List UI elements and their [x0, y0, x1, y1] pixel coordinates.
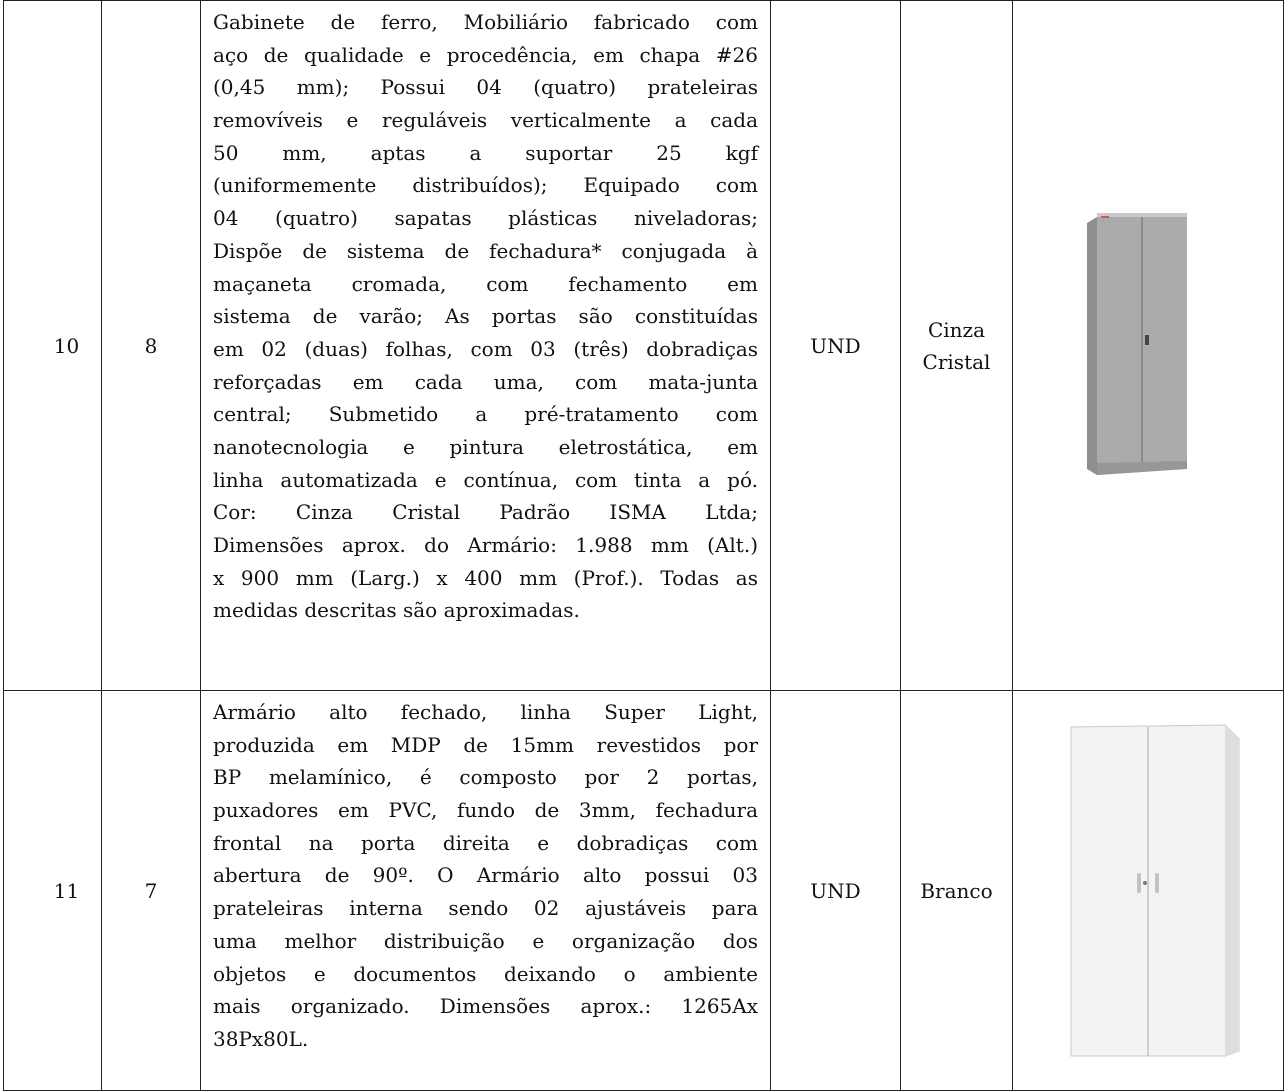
description-line: (0,45 mm); Possui 04 (quatro) prateleira… — [213, 75, 758, 100]
description-line: reforçadas em cada uma, com mata-junta — [213, 369, 758, 394]
description-line: objetos e documentos deixando o ambiente — [213, 961, 758, 986]
unit-cell: UND — [770, 0, 901, 691]
description-line: abertura de 90º. O Armário alto possui 0… — [213, 863, 758, 888]
description-line: central; Submetido a pré-tratamento com — [213, 402, 758, 427]
description-line: x 900 mm (Larg.) x 400 mm (Prof.). Todas… — [213, 565, 758, 590]
description-line: 38Px80L. — [213, 1026, 309, 1051]
description-line: Cor: Cinza Cristal Padrão ISMA Ltda; — [213, 500, 758, 525]
image-cell — [1012, 690, 1284, 1091]
description-line: sistema de varão; As portas são constitu… — [213, 304, 758, 329]
product-table: 10 8 Gabinete de ferro, Mobiliário fabri… — [3, 0, 1284, 1091]
table-row: 11 7 Armário alto fechado, linha Super L… — [3, 690, 1284, 1091]
description-line: Dispõe de sistema de fechadura* conjugad… — [213, 238, 758, 263]
description-line: puxadores em PVC, fundo de 3mm, fechadur… — [213, 798, 758, 823]
description-line: removíveis e reguláveis verticalmente a … — [213, 108, 758, 133]
description-line: linha automatizada e contínua, com tinta… — [213, 467, 758, 492]
description-line: nanotecnologia e pintura eletrostática, … — [213, 434, 758, 459]
description-line: BP melamínico, é composto por 2 portas, — [213, 765, 758, 790]
quantity-cell: 7 — [101, 690, 201, 1091]
description-line: frontal na porta direita e dobradiças co… — [213, 830, 758, 855]
description-line: (uniformemente distribuídos); Equipado c… — [213, 173, 758, 198]
description-cell: Armário alto fechado, linha Super Light,… — [200, 690, 771, 1091]
description-line: mais organizado. Dimensões aprox.: 1265A… — [213, 994, 758, 1019]
color-cell: Branco — [900, 690, 1013, 1091]
description-cell: Gabinete de ferro, Mobiliário fabricado … — [200, 0, 771, 691]
steel-cabinet-image — [1087, 212, 1187, 475]
description-line: prateleiras interna sendo 02 ajustáveis … — [213, 896, 758, 921]
description-line: maçaneta cromada, com fechamento em — [213, 271, 758, 296]
color-cell: Cinza Cristal — [900, 0, 1013, 691]
description-line: Gabinete de ferro, Mobiliário fabricado … — [213, 10, 758, 34]
item-cell: 11 — [3, 690, 102, 1091]
image-cell — [1012, 0, 1284, 691]
description-line: em 02 (duas) folhas, com 03 (três) dobra… — [213, 336, 758, 361]
description-line: aço de qualidade e procedência, em chapa… — [213, 42, 758, 67]
description-line: produzida em MDP de 15mm revestidos por — [213, 732, 758, 757]
white-cabinet-image — [1070, 724, 1240, 1057]
item-cell: 10 — [3, 0, 102, 691]
description-line: medidas descritas são aproximadas. — [213, 598, 580, 623]
table-row: 10 8 Gabinete de ferro, Mobiliário fabri… — [3, 0, 1284, 691]
unit-cell: UND — [770, 690, 901, 1091]
description-line: 04 (quatro) sapatas plásticas niveladora… — [213, 206, 758, 231]
description-line: Armário alto fechado, linha Super Light, — [213, 700, 758, 724]
quantity-cell: 8 — [101, 0, 201, 691]
description-line: Dimensões aprox. do Armário: 1.988 mm (A… — [213, 533, 758, 557]
description-line: 50 mm, aptas a suportar 25 kgf — [213, 140, 758, 165]
description-line: uma melhor distribuição e organização do… — [213, 928, 758, 953]
